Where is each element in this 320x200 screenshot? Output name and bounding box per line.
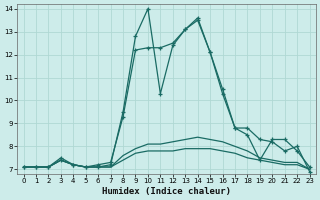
X-axis label: Humidex (Indice chaleur): Humidex (Indice chaleur) <box>102 187 231 196</box>
